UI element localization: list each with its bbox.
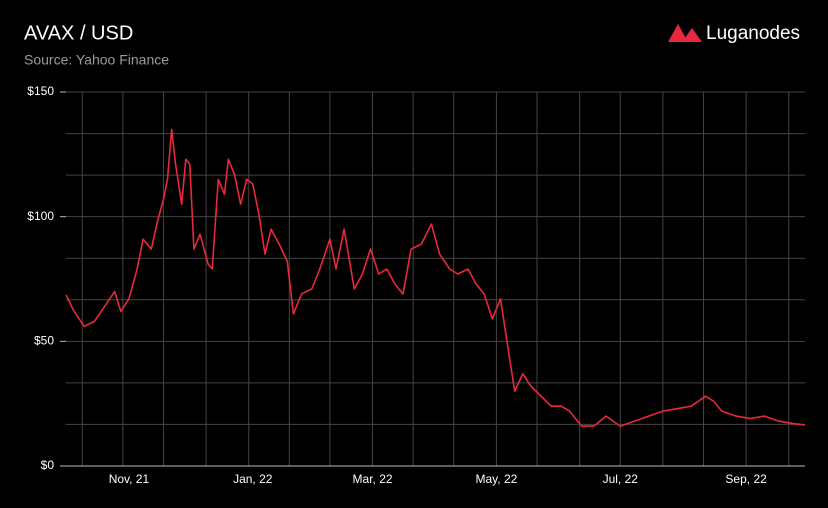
x-tick-label: Nov, 21 [109, 472, 150, 486]
x-tick-label: Jan, 22 [233, 472, 273, 486]
price-line [65, 128, 806, 427]
x-tick-label: Jul, 22 [603, 472, 639, 486]
y-tick-label: $0 [41, 458, 55, 472]
logo-icon [668, 24, 702, 42]
chart-subtitle: Source: Yahoo Finance [24, 52, 169, 68]
chart-title: AVAX / USD [24, 22, 133, 44]
logo-text: Luganodes [706, 23, 800, 44]
x-tick-label: Sep, 22 [725, 472, 767, 486]
y-tick-label: $100 [27, 209, 54, 223]
x-tick-label: Mar, 22 [353, 472, 393, 486]
y-tick-label: $50 [34, 334, 54, 348]
y-tick-label: $150 [27, 84, 54, 98]
x-tick-label: May, 22 [476, 472, 518, 486]
